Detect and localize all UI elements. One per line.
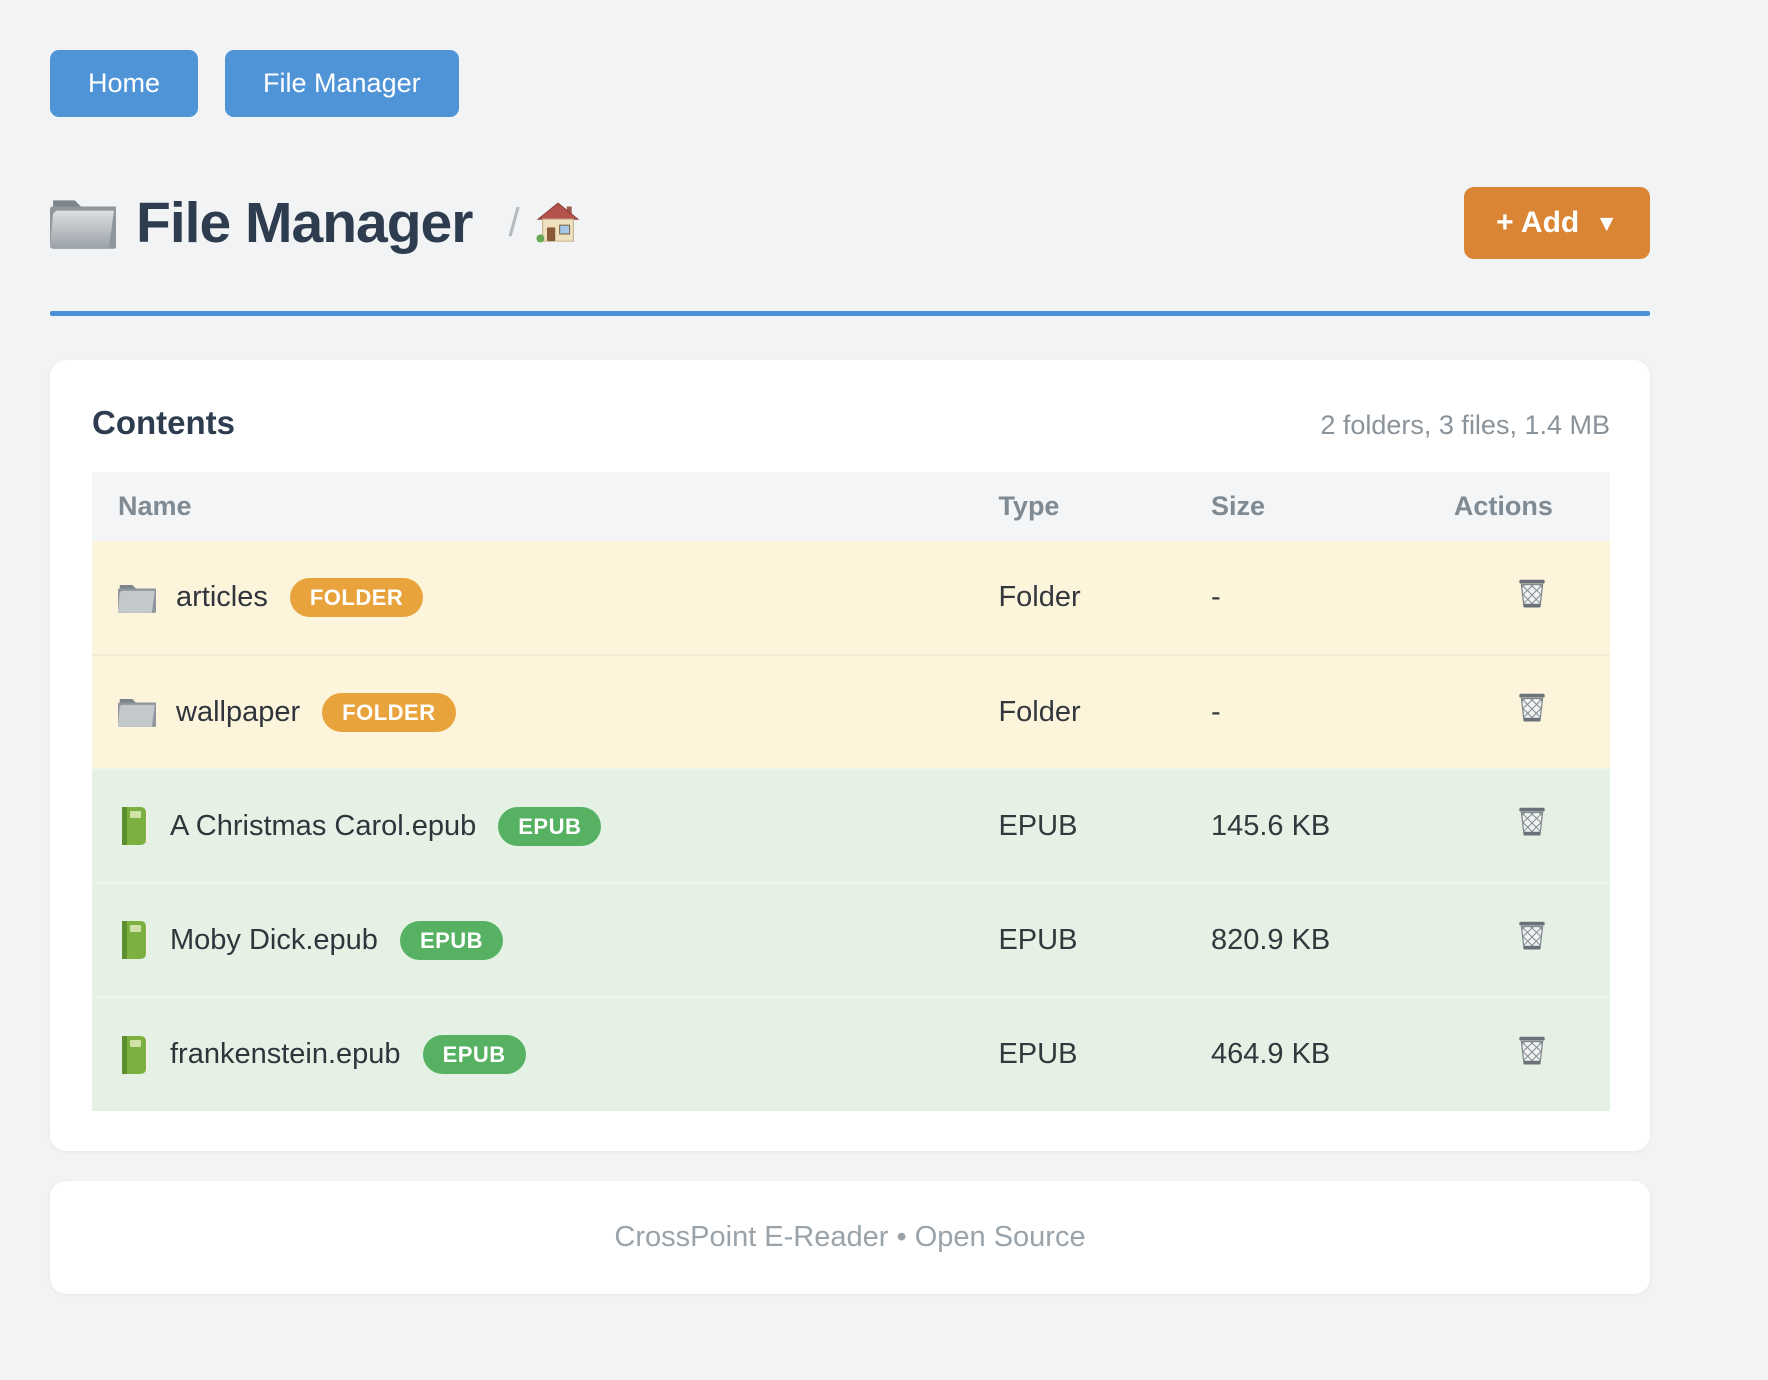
delete-button[interactable] xyxy=(1514,1032,1550,1070)
top-nav: Home File Manager xyxy=(50,50,1650,117)
footer-text: CrossPoint E-Reader • Open Source xyxy=(614,1221,1086,1253)
add-button[interactable]: + Add ▼ xyxy=(1464,187,1650,259)
trash-icon xyxy=(1514,803,1550,841)
column-header-actions: Actions xyxy=(1427,472,1610,541)
page-title: File Manager xyxy=(136,191,473,255)
file-type: Folder xyxy=(972,541,1185,655)
column-header-type: Type xyxy=(972,472,1185,541)
file-table: Name Type Size Actions xyxy=(92,472,1610,1111)
file-type: EPUB xyxy=(972,768,1185,883)
file-name-link[interactable]: Moby Dick.epub xyxy=(170,923,378,956)
footer-card: CrossPoint E-Reader • Open Source xyxy=(50,1181,1650,1294)
contents-summary: 2 folders, 3 files, 1.4 MB xyxy=(1320,410,1610,440)
title-row: File Manager / + Add ▼ xyxy=(50,187,1650,259)
file-table-body: articles FOLDER Folder - xyxy=(92,541,1610,1111)
breadcrumb-separator: / xyxy=(508,200,520,245)
delete-button[interactable] xyxy=(1514,575,1550,613)
table-row: A Christmas Carol.epub EPUB EPUB 145.6 K… xyxy=(92,768,1610,883)
file-size: 820.9 KB xyxy=(1184,882,1428,997)
file-type: EPUB xyxy=(972,996,1185,1111)
file-size: - xyxy=(1184,541,1428,655)
file-manager-button[interactable]: File Manager xyxy=(225,50,459,117)
header-divider xyxy=(50,311,1650,316)
file-type-badge: EPUB xyxy=(399,920,504,960)
home-icon[interactable] xyxy=(536,201,580,245)
file-size: - xyxy=(1184,654,1428,769)
folder-icon xyxy=(118,696,156,728)
page: Home File Manager File Manager / xyxy=(50,0,1650,1294)
file-name-link[interactable]: A Christmas Carol.epub xyxy=(170,809,477,842)
contents-card-header: Contents 2 folders, 3 files, 1.4 MB xyxy=(92,404,1610,442)
trash-icon xyxy=(1514,1032,1550,1070)
delete-button[interactable] xyxy=(1514,917,1550,955)
table-row: articles FOLDER Folder - xyxy=(92,541,1610,655)
trash-icon xyxy=(1514,689,1550,727)
delete-button[interactable] xyxy=(1514,803,1550,841)
green-book-icon xyxy=(118,921,150,959)
title-group: File Manager / xyxy=(50,190,580,256)
table-row: frankenstein.epub EPUB EPUB 464.9 KB xyxy=(92,996,1610,1111)
table-row: Moby Dick.epub EPUB EPUB 820.9 KB xyxy=(92,882,1610,997)
home-button[interactable]: Home xyxy=(50,50,199,117)
file-name-link[interactable]: wallpaper xyxy=(176,695,301,728)
table-header-row: Name Type Size Actions xyxy=(92,472,1610,541)
file-type-badge: FOLDER xyxy=(322,692,456,732)
file-type-badge: EPUB xyxy=(498,806,602,846)
file-name-link[interactable]: articles xyxy=(176,581,268,613)
file-type: Folder xyxy=(972,654,1185,769)
file-name-link[interactable]: frankenstein.epub xyxy=(170,1038,401,1070)
file-type-badge: EPUB xyxy=(422,1035,526,1074)
file-size: 464.9 KB xyxy=(1184,996,1428,1111)
file-type: EPUB xyxy=(972,882,1185,997)
table-row: wallpaper FOLDER Folder - xyxy=(92,654,1610,769)
contents-card: Contents 2 folders, 3 files, 1.4 MB Name… xyxy=(50,360,1650,1151)
delete-button[interactable] xyxy=(1514,689,1550,727)
green-book-icon xyxy=(118,807,150,845)
file-size: 145.6 KB xyxy=(1184,768,1428,883)
add-button-label: + Add xyxy=(1496,206,1580,239)
column-header-size: Size xyxy=(1184,472,1428,541)
contents-title: Contents xyxy=(92,404,235,441)
trash-icon xyxy=(1514,575,1550,613)
trash-icon xyxy=(1514,917,1550,955)
folder-icon xyxy=(118,582,156,614)
file-type-badge: FOLDER xyxy=(289,578,424,617)
folder-icon xyxy=(50,195,116,251)
green-book-icon xyxy=(118,1035,150,1074)
caret-down-icon: ▼ xyxy=(1595,209,1618,236)
column-header-name: Name xyxy=(92,472,973,541)
